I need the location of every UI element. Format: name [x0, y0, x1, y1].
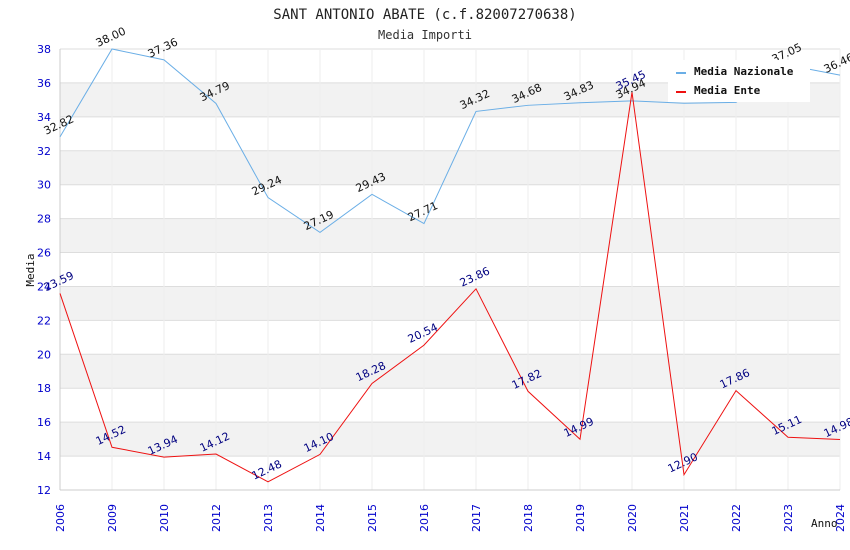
data-label: 36.46	[822, 51, 850, 76]
y-tick-label: 14	[37, 450, 51, 463]
legend-box	[668, 60, 810, 102]
series-line-media-ente	[59, 92, 841, 483]
x-tick-labels: 2006 2009 2010 2012 2013 2014 2015 2016 2017 2018…	[54, 504, 847, 532]
grid-bands	[60, 82, 840, 457]
x-tick-label: 2020	[626, 504, 639, 532]
data-label: 37.36	[146, 35, 180, 60]
legend-label-media-nazionale: Media Nazionale	[694, 65, 794, 78]
x-tick-label: 2018	[522, 504, 535, 532]
x-tick-label: 2015	[366, 504, 379, 532]
x-tick-label: 2016	[418, 504, 431, 532]
chart-title: SANT ANTONIO ABATE (c.f.82007270638)	[273, 7, 576, 23]
x-tick-label: 2017	[470, 504, 483, 532]
series-layer	[59, 48, 841, 483]
x-axis-label: Anno	[811, 517, 838, 530]
x-tick-label: 2012	[210, 504, 223, 532]
data-label: 38.00	[94, 25, 128, 50]
chart-subtitle: Media Importi	[378, 28, 472, 42]
x-tick-label: 2009	[106, 504, 119, 532]
data-label: 12.48	[250, 457, 284, 482]
y-tick-label: 34	[37, 111, 51, 124]
x-tick-label: 2013	[262, 504, 275, 532]
x-tick-label: 2023	[782, 504, 795, 532]
x-tick-label: 2010	[158, 504, 171, 532]
y-tick-label: 26	[37, 247, 51, 260]
x-tick-label: 2024	[834, 504, 847, 532]
y-tick-label: 18	[37, 382, 51, 395]
grid-band	[60, 354, 840, 389]
y-axis-label: Media	[24, 253, 37, 286]
x-tick-label: 2006	[54, 504, 67, 532]
x-tick-label: 2021	[678, 504, 691, 532]
x-tick-label: 2019	[574, 504, 587, 532]
grid-band	[60, 422, 840, 457]
y-tick-label: 36	[37, 77, 51, 90]
legend-label-media-ente: Media Ente	[694, 84, 761, 97]
x-tick-label: 2014	[314, 504, 327, 532]
y-tick-label: 38	[37, 43, 51, 56]
series-line-media-nazionale	[59, 48, 841, 233]
y-tick-label: 32	[37, 145, 51, 158]
y-tick-label: 24	[37, 280, 51, 293]
y-tick-labels: 12 14 16 18 20 22 24 26 28 30 32 34 36 38	[37, 43, 51, 497]
y-tick-label: 30	[37, 179, 51, 192]
data-label: 20.54	[406, 321, 440, 346]
data-label: 23.86	[458, 264, 492, 289]
y-tick-label: 28	[37, 213, 51, 226]
grid-band	[60, 218, 840, 253]
y-tick-label: 20	[37, 348, 51, 361]
y-tick-label: 12	[37, 484, 51, 497]
y-tick-label: 16	[37, 416, 51, 429]
grid-band	[60, 286, 840, 321]
legend: Media Nazionale Media Ente	[668, 60, 810, 102]
x-tick-label: 2022	[730, 504, 743, 532]
y-tick-label: 22	[37, 314, 51, 327]
